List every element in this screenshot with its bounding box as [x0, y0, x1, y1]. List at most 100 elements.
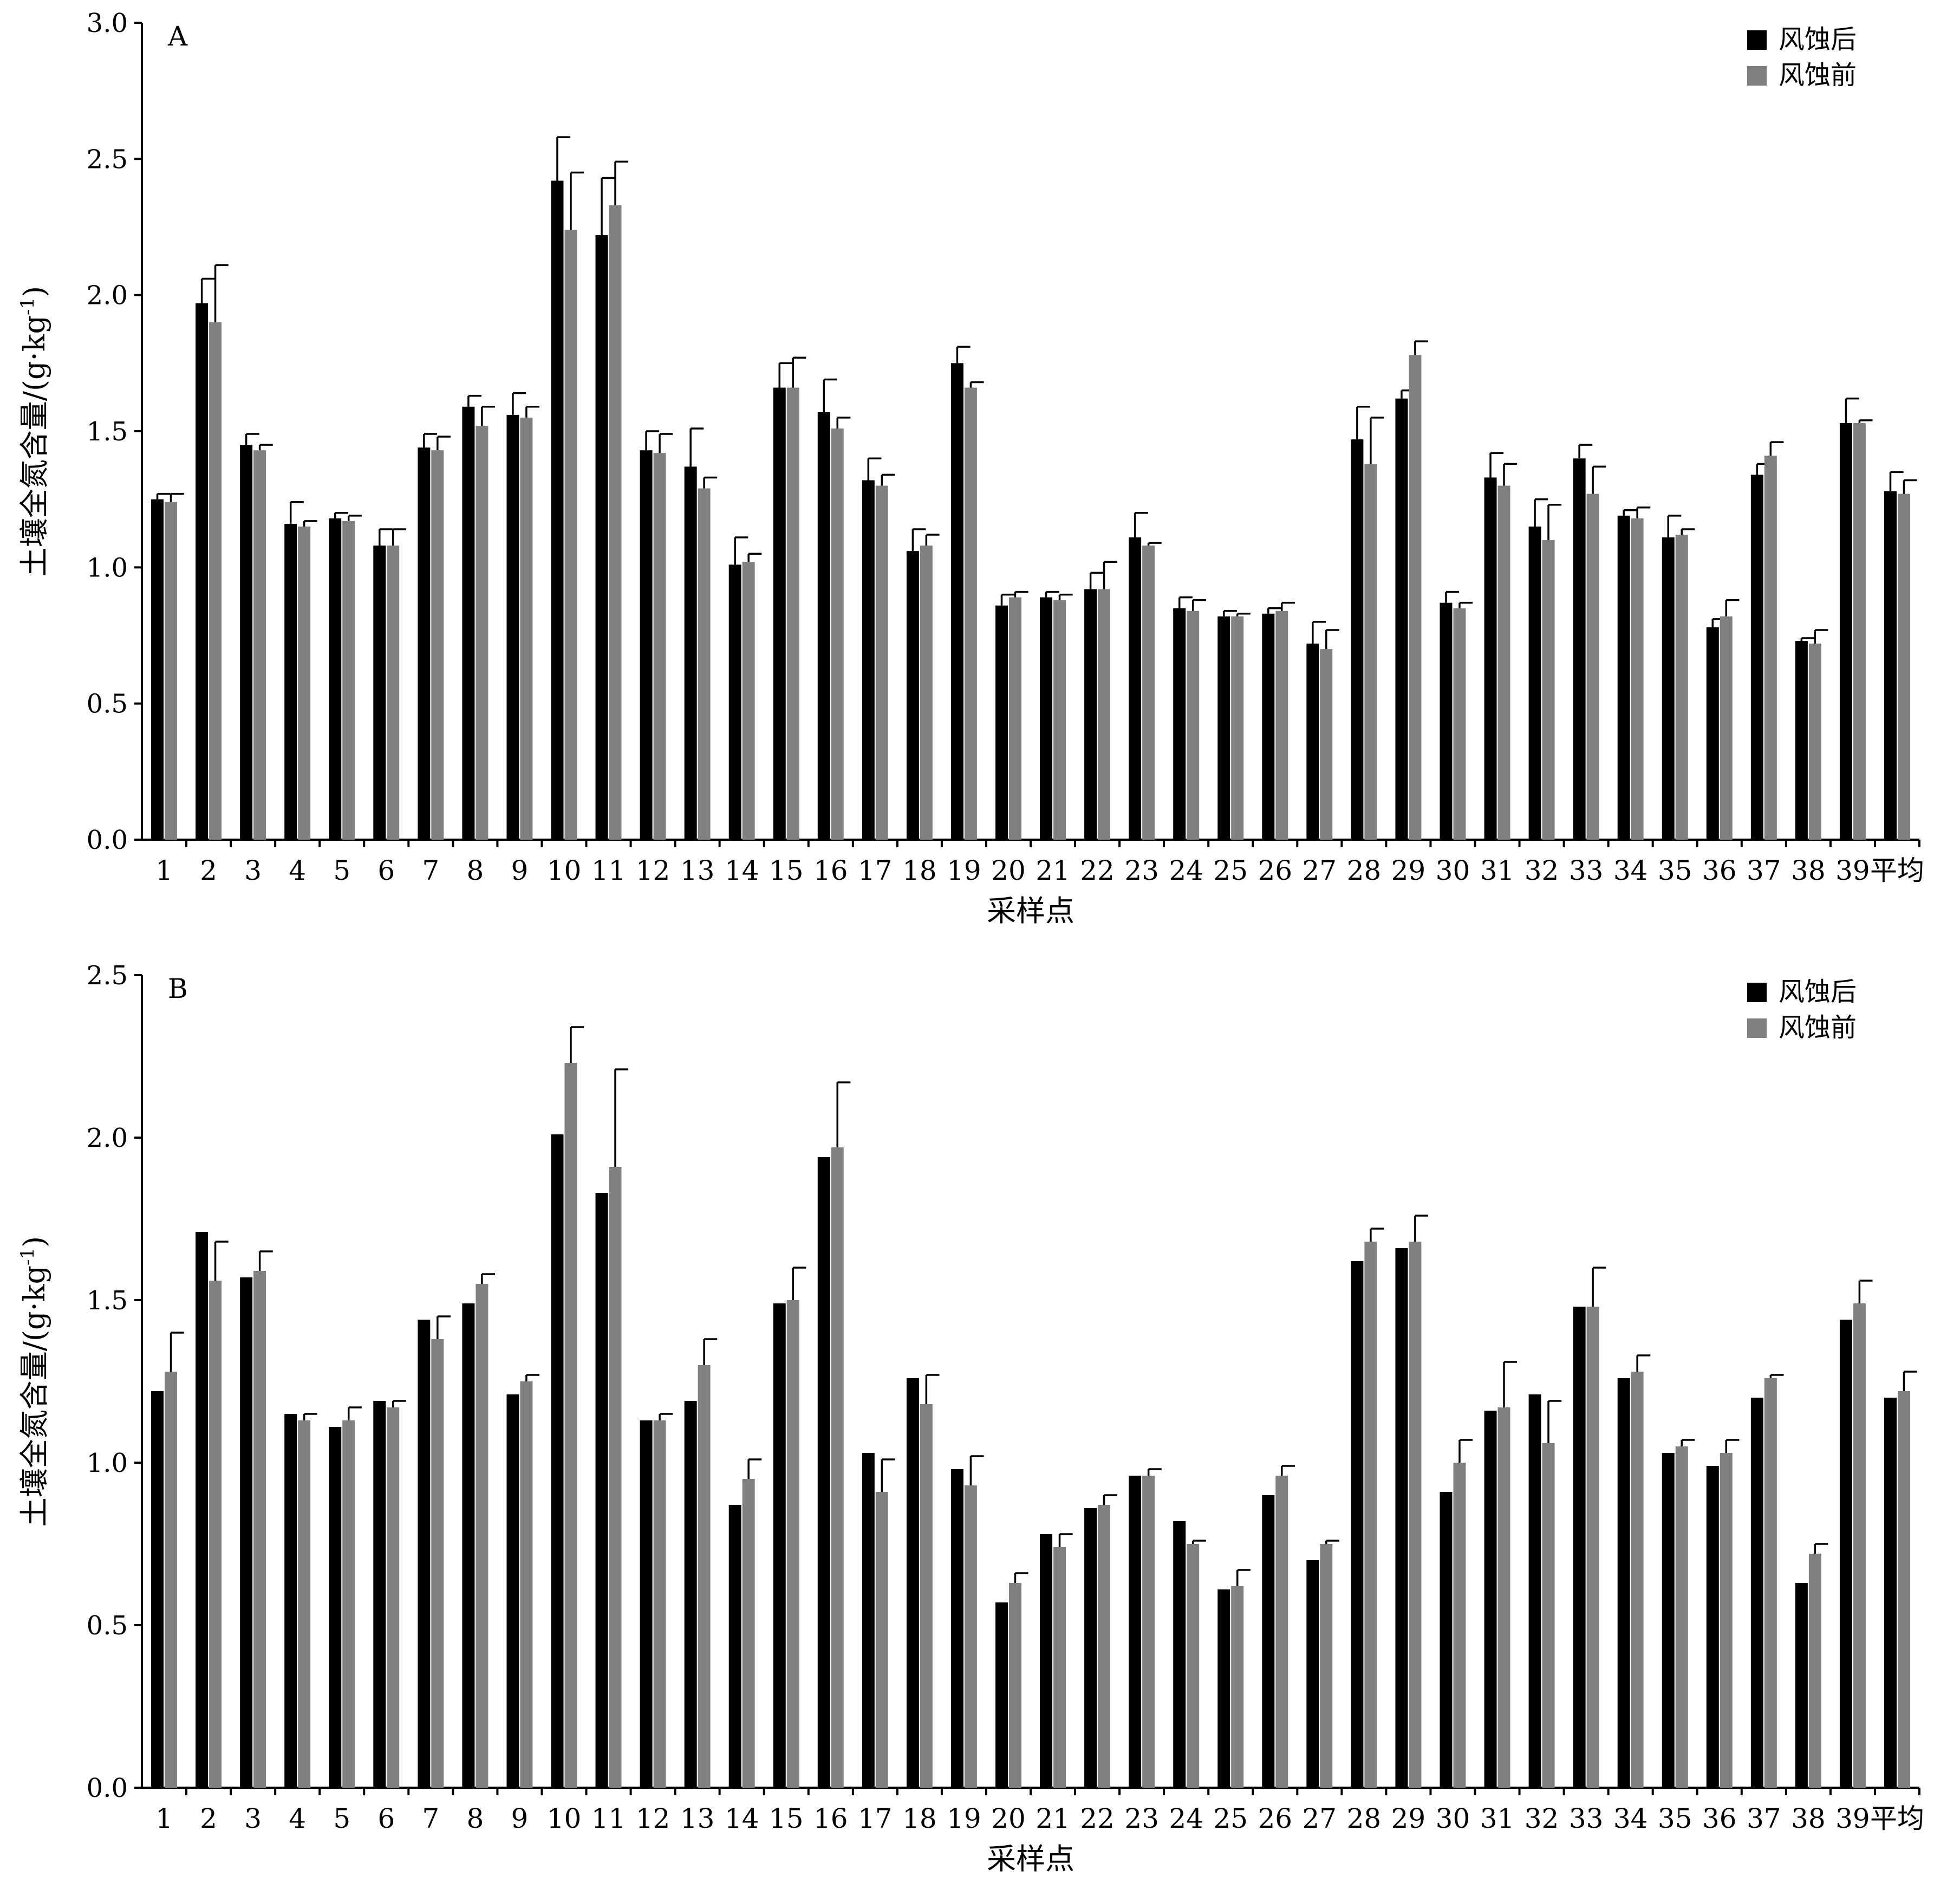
- x-tick-label: 平均: [1870, 1803, 1924, 1834]
- bar: [253, 1271, 266, 1788]
- y-tick-label: 2.0: [87, 281, 128, 311]
- bar: [1675, 535, 1688, 840]
- bar: [240, 445, 253, 840]
- legend-swatch-before: [1747, 66, 1767, 86]
- bar: [1750, 1398, 1763, 1788]
- x-tick-label: 14: [725, 1803, 759, 1834]
- bar: [950, 1469, 963, 1788]
- bar: [1008, 597, 1021, 840]
- bar: [1364, 464, 1377, 840]
- bar: [1409, 355, 1422, 840]
- bar: [742, 562, 755, 840]
- y-tick-label: 0.5: [87, 1611, 128, 1641]
- x-tick-label: 11: [591, 855, 626, 886]
- bar: [431, 1339, 444, 1788]
- bar: [284, 1414, 297, 1788]
- x-tick-label: 22: [1080, 1803, 1115, 1834]
- bar: [1040, 597, 1053, 840]
- x-tick-label: 35: [1658, 1803, 1692, 1834]
- x-tick-label: 20: [991, 855, 1026, 886]
- x-tick-label: 3: [244, 1803, 262, 1834]
- bar: [684, 466, 697, 840]
- bar: [1573, 458, 1586, 840]
- bar: [1142, 546, 1155, 840]
- bar: [1573, 1307, 1586, 1788]
- bar: [1262, 613, 1275, 840]
- x-tick-label: 32: [1525, 855, 1559, 886]
- x-tick-label: 6: [377, 855, 395, 886]
- bar: [1217, 616, 1230, 840]
- bar: [431, 450, 444, 840]
- legend-swatch-before: [1747, 1018, 1767, 1038]
- bar: [1662, 537, 1675, 840]
- x-tick-label: 3: [244, 855, 262, 886]
- x-tick-label: 37: [1747, 1803, 1781, 1834]
- bar: [165, 502, 177, 840]
- x-tick-label: 8: [466, 855, 484, 886]
- bar: [1542, 1443, 1555, 1788]
- bar: [551, 1134, 564, 1788]
- x-tick-label: 10: [547, 1803, 582, 1834]
- bar: [728, 1505, 741, 1788]
- bar: [1795, 1583, 1808, 1788]
- legend: 风蚀后 风蚀前: [1747, 977, 1857, 1043]
- x-tick-label: 19: [947, 1803, 981, 1834]
- bar: [209, 1281, 222, 1788]
- bar: [1720, 1453, 1733, 1788]
- bars-group: 0.00.51.01.52.02.51 2 3 4 5 6 7 8 9 10 11 12 13 14 15 1…: [87, 960, 1924, 1834]
- x-tick-label: 29: [1391, 1803, 1426, 1834]
- bar: [1586, 494, 1599, 840]
- x-tick-label: 11: [591, 1803, 626, 1834]
- y-tick-label: 1.0: [87, 1448, 128, 1478]
- bar: [773, 1303, 786, 1788]
- x-tick-label: 28: [1347, 1803, 1382, 1834]
- bar: [1839, 1320, 1852, 1788]
- bar: [284, 523, 297, 840]
- x-tick-label: 5: [333, 855, 350, 886]
- bar: [1129, 537, 1142, 840]
- x-tick-label: 39: [1835, 1803, 1870, 1834]
- x-tick-label: 14: [725, 855, 759, 886]
- x-tick-label: 5: [333, 1803, 350, 1834]
- bar: [875, 485, 888, 840]
- x-tick-label: 36: [1702, 1803, 1737, 1834]
- bar: [862, 1453, 875, 1788]
- y-tick-label: 1.5: [87, 417, 128, 447]
- x-tick-label: 27: [1303, 1803, 1337, 1834]
- bar: [151, 1391, 164, 1788]
- bar: [1617, 515, 1630, 840]
- x-tick-label: 7: [422, 855, 439, 886]
- x-tick-label: 17: [858, 1803, 893, 1834]
- bar: [728, 564, 741, 840]
- bar: [1706, 1466, 1719, 1788]
- x-tick-label: 19: [947, 855, 981, 886]
- bar: [240, 1277, 253, 1788]
- bar: [373, 1401, 386, 1788]
- bar: [1528, 1394, 1541, 1788]
- bar: [151, 499, 164, 840]
- bar: [506, 414, 519, 840]
- x-tick-label: 33: [1569, 855, 1604, 886]
- bar: [1098, 1505, 1111, 1788]
- bar: [1231, 616, 1244, 840]
- bar: [298, 526, 311, 840]
- bar: [476, 425, 489, 840]
- x-tick-label: 10: [547, 855, 582, 886]
- bar: [1497, 1407, 1510, 1788]
- y-tick-label: 0.0: [87, 825, 128, 855]
- x-tick-label: 30: [1436, 855, 1470, 886]
- x-tick-label: 24: [1169, 855, 1203, 886]
- bar: [595, 235, 608, 840]
- x-tick-label: 平均: [1870, 855, 1924, 886]
- x-tick-label: 13: [680, 1803, 715, 1834]
- x-tick-label: 26: [1258, 1803, 1292, 1834]
- bar: [1395, 1248, 1408, 1788]
- bar: [1764, 456, 1777, 840]
- x-tick-label: 7: [422, 1803, 439, 1834]
- bar: [329, 1427, 342, 1788]
- bar: [862, 480, 875, 840]
- x-tick-label: 9: [511, 1803, 529, 1834]
- bar: [817, 1157, 830, 1788]
- bar: [1795, 641, 1808, 840]
- bar: [906, 551, 919, 840]
